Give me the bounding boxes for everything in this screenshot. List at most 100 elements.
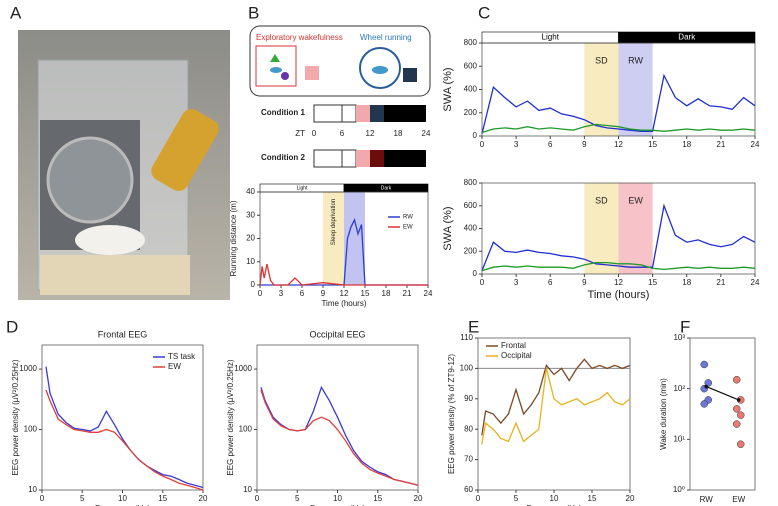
shaded-region — [618, 183, 653, 274]
y-tick-label: 200 — [464, 108, 478, 117]
shaded-label: RW — [628, 55, 643, 65]
panel-label: A — [10, 3, 22, 22]
zt-tick-label: 24 — [422, 129, 431, 138]
y-tick-label: 100 — [239, 425, 253, 434]
condition-label: Condition 1 — [261, 108, 306, 117]
shaded-label: Sleep deprivation — [331, 199, 337, 245]
x-tick-label: RW — [700, 495, 714, 504]
x-axis-label: Time (hours) — [321, 299, 366, 308]
x-tick-label: 9 — [582, 278, 587, 287]
data-point — [733, 420, 741, 428]
y-axis-label: EEG power density (µV²/0.25Hz) — [11, 359, 20, 476]
mean-point — [736, 398, 741, 402]
condition-label: Condition 2 — [261, 153, 306, 162]
x-axis-label: Frequency (Hz) — [310, 504, 365, 506]
series-line — [45, 366, 204, 489]
x-tick-label: 5 — [514, 494, 519, 503]
phase-label: Dark — [678, 33, 696, 42]
x-tick-label: 0 — [255, 494, 260, 503]
y-tick-label: 600 — [464, 201, 478, 210]
plot-frame — [477, 337, 631, 491]
y-tick-label: 600 — [464, 61, 478, 70]
x-tick-label: 6 — [300, 289, 305, 298]
x-tick-label: 15 — [648, 278, 657, 287]
legend-label: EW — [403, 225, 413, 231]
panel-label: C — [478, 3, 490, 22]
y-tick-label: 10⁰ — [673, 485, 685, 494]
y-tick-label: 100 — [460, 364, 474, 373]
data-point — [737, 440, 745, 448]
chart-title: Occipital EEG — [309, 329, 365, 339]
x-tick-label: 5 — [80, 494, 85, 503]
x-tick-label: 21 — [716, 140, 725, 149]
y-tick-label: 10 — [243, 485, 252, 494]
x-axis-label: Frequency (Hz) — [526, 504, 581, 506]
x-tick-label: 15 — [361, 289, 370, 298]
x-tick-label: 15 — [648, 140, 657, 149]
zt-tick-label: 0 — [312, 129, 317, 138]
x-axis-label: Time (hours) — [588, 289, 650, 301]
x-tick-label: 18 — [382, 289, 391, 298]
y-tick-label: 800 — [464, 38, 478, 47]
mean-point — [704, 384, 709, 389]
y-tick-label: 10¹ — [673, 434, 685, 443]
series-line — [481, 261, 756, 272]
x-tick-label: 12 — [614, 278, 623, 287]
data-point — [700, 400, 708, 408]
x-tick-label: 6 — [548, 140, 553, 149]
y-tick-label: 70 — [464, 455, 473, 464]
x-tick-label: 0 — [258, 289, 263, 298]
series-line — [260, 389, 419, 486]
x-tick-label: 10 — [550, 494, 559, 503]
series-line — [259, 263, 428, 286]
series-line — [481, 123, 756, 134]
shaded-label: SD — [595, 55, 608, 65]
x-tick-label: 20 — [199, 494, 208, 503]
plot-frame — [689, 337, 756, 491]
panel-label: D — [6, 317, 18, 336]
x-tick-label: EW — [732, 495, 745, 504]
series-line — [481, 368, 631, 445]
y-tick-label: 200 — [464, 246, 478, 255]
y-tick-label: 1000 — [234, 364, 252, 373]
y-tick-label: 90 — [464, 394, 473, 403]
x-tick-label: 15 — [588, 494, 597, 503]
shaded-label: EW — [628, 195, 643, 205]
x-tick-label: 15 — [158, 494, 167, 503]
photo — [18, 30, 230, 300]
y-axis-label: SWA (%) — [442, 67, 454, 111]
shaded-region — [584, 183, 619, 274]
chart-title: Frontal EEG — [98, 329, 148, 339]
y-tick-label: 10 — [246, 257, 255, 266]
y-tick-label: 800 — [464, 178, 478, 187]
series-line — [481, 358, 631, 436]
zt-tick-label: 6 — [340, 129, 345, 138]
series-line — [481, 73, 756, 134]
exploratory-label: Exploratory wakefulness — [256, 33, 343, 42]
y-axis-label: SWA (%) — [442, 206, 454, 250]
panel-label: E — [468, 317, 479, 336]
panel-label: F — [680, 317, 690, 336]
x-tick-label: 3 — [514, 278, 519, 287]
x-tick-label: 20 — [626, 494, 635, 503]
y-tick-label: 60 — [464, 485, 473, 494]
x-tick-label: 9 — [582, 140, 587, 149]
y-tick-label: 10² — [673, 384, 685, 393]
x-tick-label: 0 — [480, 278, 485, 287]
shaded-region — [344, 192, 365, 285]
panel-label: B — [248, 3, 259, 22]
phase-label: Light — [542, 33, 560, 42]
data-point — [700, 360, 708, 369]
x-tick-label: 0 — [40, 494, 45, 503]
x-tick-label: 18 — [682, 278, 691, 287]
data-point — [737, 411, 745, 419]
y-tick-label: 0 — [473, 131, 478, 140]
shaded-label: SD — [595, 195, 608, 205]
x-tick-label: 9 — [321, 289, 326, 298]
shaded-region — [584, 43, 619, 136]
mean-line — [706, 386, 739, 401]
x-tick-label: 24 — [751, 278, 760, 287]
x-tick-label: 20 — [414, 494, 423, 503]
x-tick-label: 10 — [118, 494, 127, 503]
y-tick-label: 100 — [24, 425, 38, 434]
